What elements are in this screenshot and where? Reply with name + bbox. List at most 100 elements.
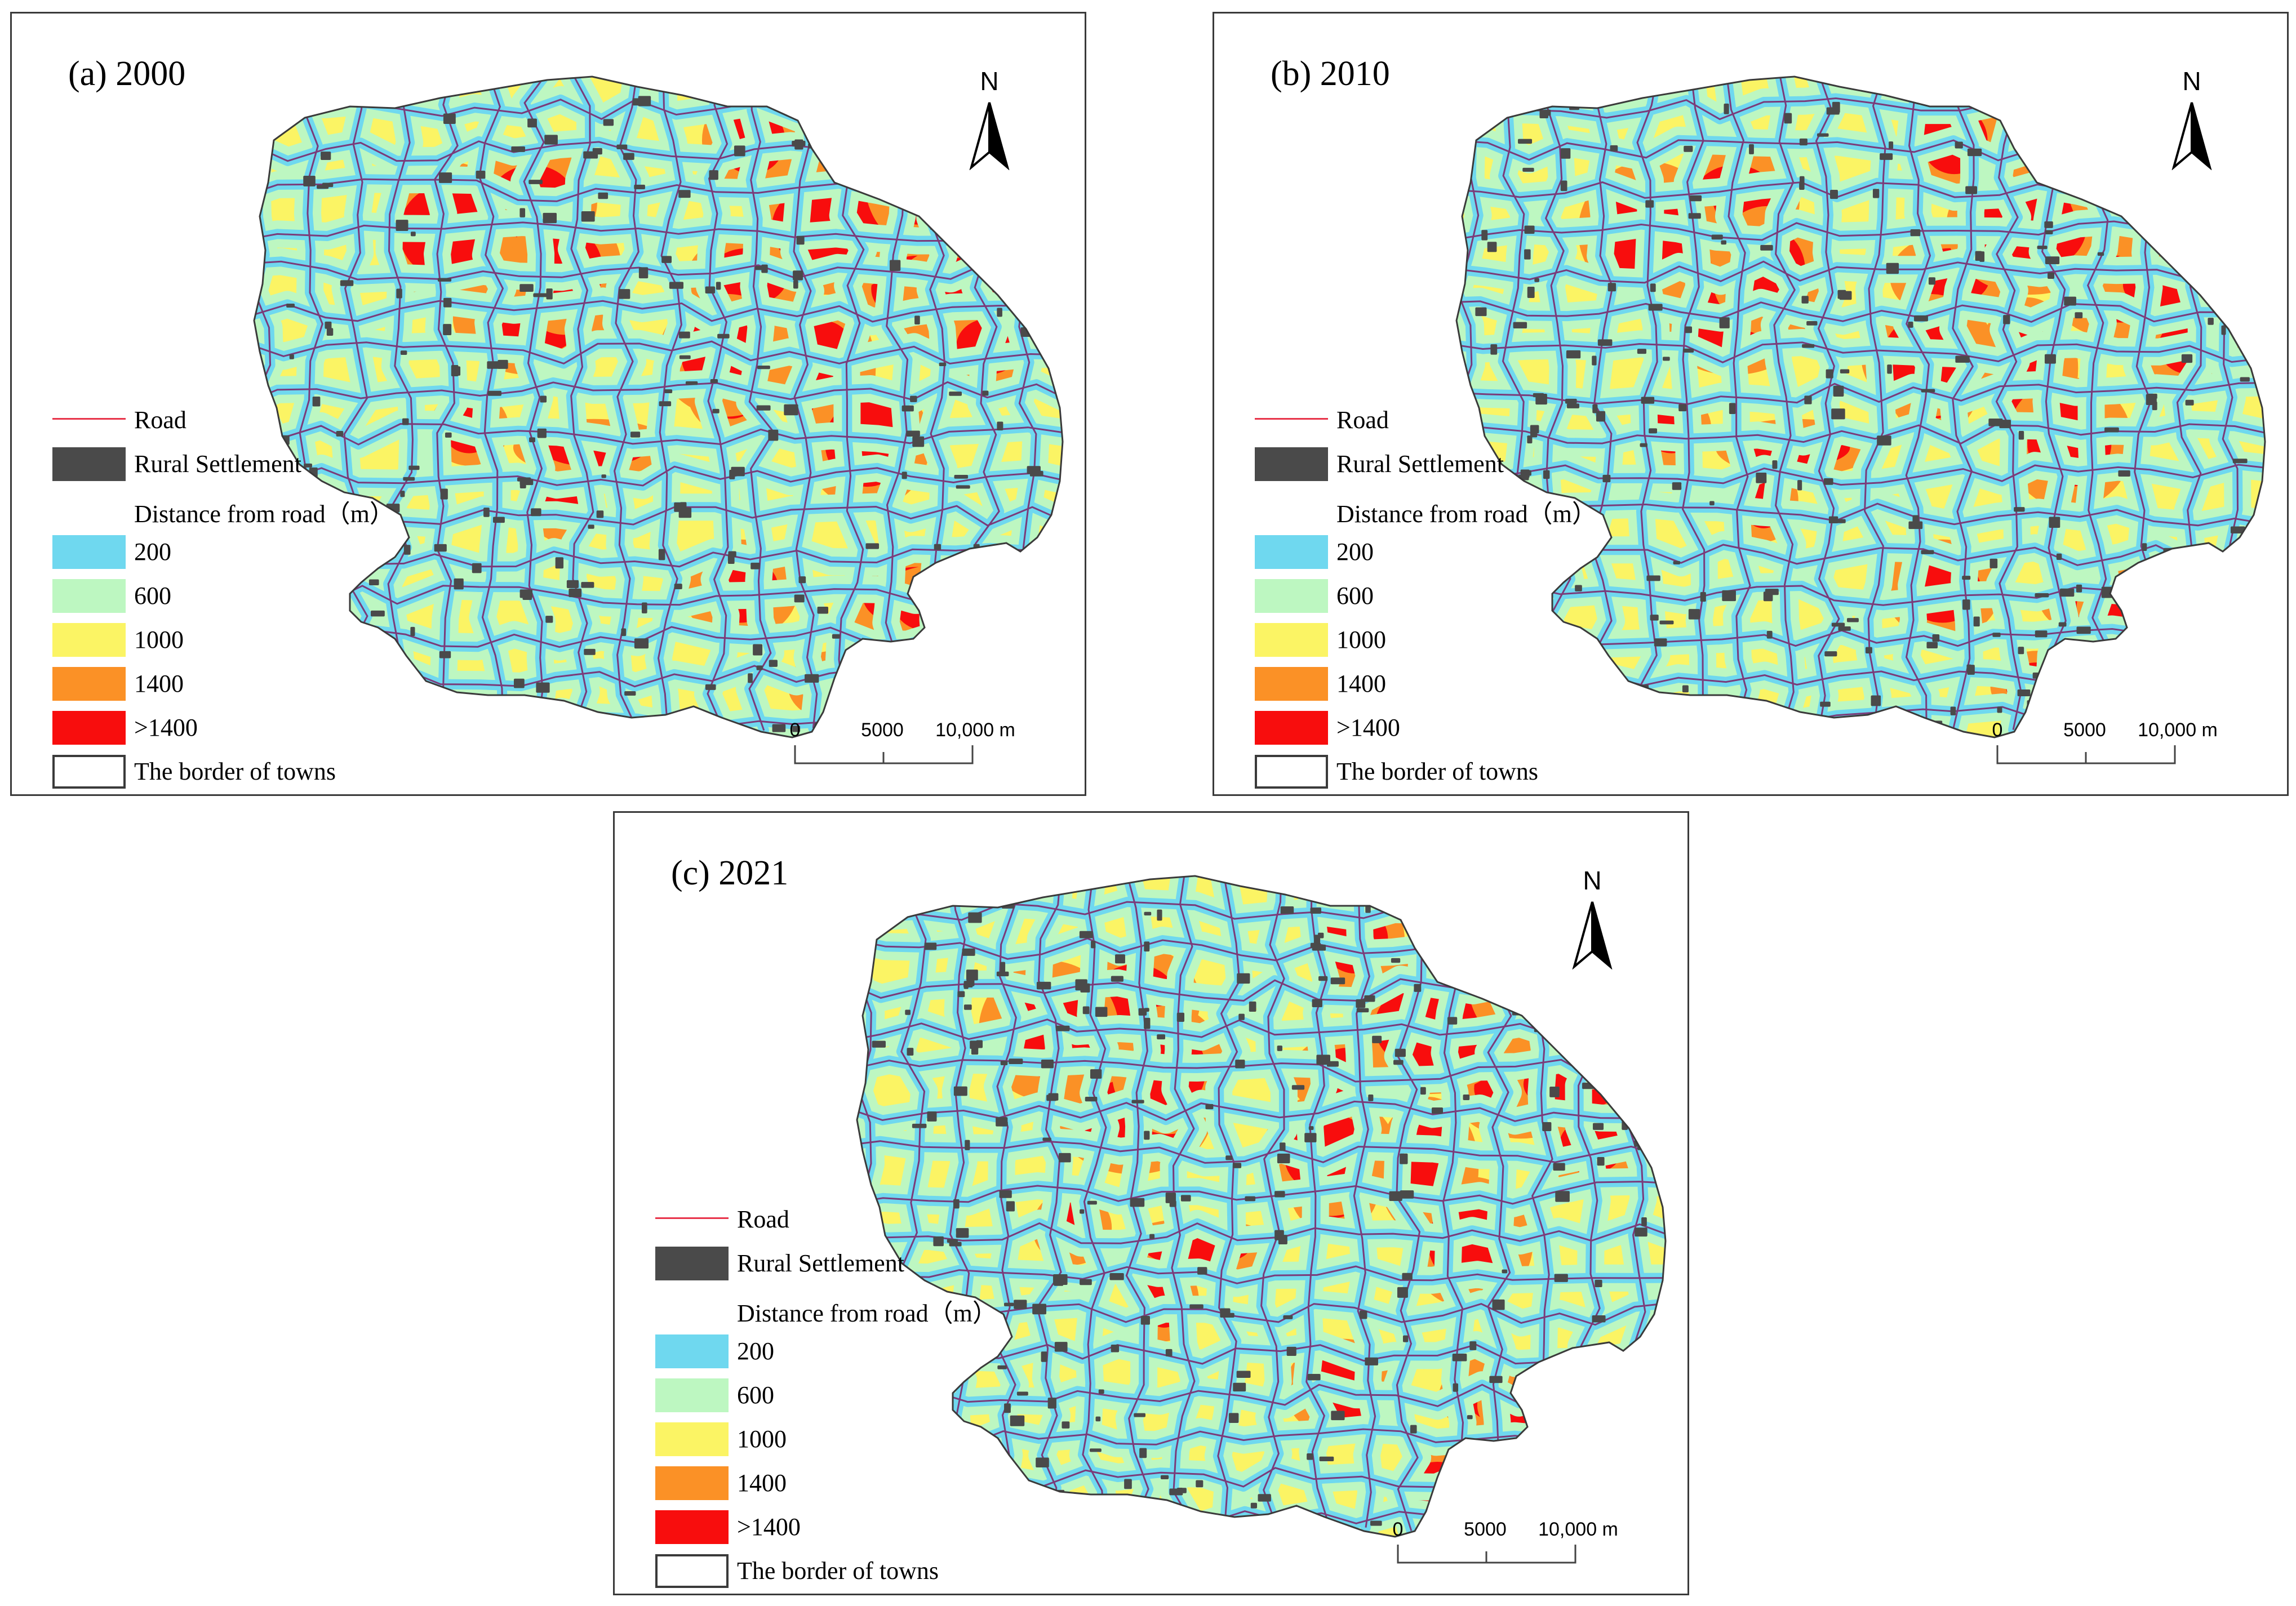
settlement-patch — [569, 588, 582, 598]
legend-item: 1400 — [655, 1464, 1050, 1500]
settlement-patch — [529, 437, 535, 443]
settlement-patch — [982, 390, 989, 396]
settlement-patch — [1508, 61, 1514, 66]
settlement-patch — [793, 280, 798, 289]
settlement-patch — [1914, 315, 1928, 322]
settlement-patch — [1124, 1479, 1132, 1489]
settlement-patch — [1760, 244, 1773, 251]
settlement-patch — [1196, 1480, 1203, 1488]
settlement-patch — [1566, 350, 1581, 359]
settlement-patch — [1277, 1153, 1290, 1164]
settlement-patch — [1062, 702, 1063, 709]
settlement-patch — [1283, 1315, 1293, 1319]
settlement-patch — [1365, 1357, 1378, 1365]
settlement-patch — [679, 355, 691, 359]
settlement-patch — [1034, 304, 1049, 315]
legend-swatch — [655, 1378, 729, 1412]
settlement-patch — [794, 139, 803, 150]
legend-label: The border of towns — [134, 758, 336, 785]
settlement-patch — [410, 626, 415, 637]
settlement-patch — [1648, 304, 1663, 311]
settlement-patch — [889, 665, 899, 673]
distance-map — [253, 60, 1064, 739]
settlement-patch — [2101, 586, 2116, 598]
settlement-patch — [634, 638, 649, 649]
settlement-patch — [2058, 622, 2067, 627]
settlement-patch — [476, 170, 486, 179]
settlement-patch — [1772, 460, 1778, 469]
settlement-patch — [2281, 308, 2287, 312]
settlement-patch — [857, 940, 862, 944]
settlement-patch — [1910, 229, 1921, 237]
settlement-patch — [1631, 1383, 1644, 1389]
settlement-patch — [1833, 385, 1844, 397]
settlement-patch — [2132, 112, 2140, 120]
settlement-patch — [840, 60, 849, 69]
legend-label: Road — [1336, 406, 1389, 434]
settlement-patch — [2273, 366, 2279, 372]
settlement-patch — [544, 135, 558, 145]
settlement-patch — [900, 172, 906, 180]
settlement-patch — [2037, 246, 2048, 250]
road-line — [1456, 381, 2265, 406]
settlement-patch — [1967, 148, 1982, 157]
settlement-patch — [2104, 112, 2114, 117]
settlement-patch — [1431, 1107, 1444, 1114]
settlement-patch — [1180, 1195, 1191, 1202]
town-border — [856, 875, 1667, 1538]
settlement-patch — [1515, 77, 1521, 82]
settlement-patch — [522, 593, 532, 600]
settlement-patch — [1593, 1123, 1604, 1130]
settlement-patch — [1250, 1502, 1258, 1509]
road-line — [1952, 77, 1975, 730]
settlement-patch — [793, 270, 803, 281]
settlement-patch — [400, 350, 407, 355]
settlement-patch — [922, 607, 930, 615]
settlement-patch — [807, 63, 814, 66]
legend-swatch — [655, 1554, 729, 1588]
settlement-patch — [1702, 700, 1716, 712]
settlement-patch — [1551, 871, 1562, 874]
settlement-patch — [771, 431, 777, 437]
settlement-patch — [1400, 1190, 1414, 1199]
settlement-patch — [1804, 395, 1812, 404]
settlement-patch — [1921, 550, 1934, 554]
settlement-patch — [1524, 225, 1535, 234]
settlement-patch — [2128, 107, 2137, 112]
legend-item: Distance from road（m） — [52, 489, 447, 528]
settlement-patch — [904, 186, 911, 197]
settlement-patch — [1090, 1069, 1102, 1079]
legend-label: 1400 — [134, 670, 184, 697]
settlement-patch — [1555, 1191, 1570, 1202]
settlement-patch — [1359, 1310, 1367, 1319]
settlement-patch — [832, 634, 840, 639]
settlement-patch — [907, 1048, 914, 1056]
settlement-patch — [1492, 1299, 1505, 1310]
settlement-patch — [1886, 263, 1899, 274]
settlement-patch — [1000, 1061, 1008, 1066]
settlement-patch — [2272, 180, 2282, 185]
settlement-patch — [1198, 1527, 1213, 1537]
settlement-patch — [366, 70, 380, 76]
settlement-patch — [1237, 973, 1250, 984]
settlement-patch — [1624, 1427, 1630, 1439]
settlement-patch — [979, 202, 994, 211]
settlement-patch — [2202, 246, 2217, 253]
settlement-patch — [1846, 618, 1859, 622]
settlement-patch — [1912, 61, 1921, 66]
settlement-patch — [1037, 649, 1051, 659]
road-line — [1681, 77, 1706, 727]
settlement-patch — [1157, 909, 1162, 921]
settlement-patch — [1205, 1104, 1214, 1110]
settlement-patch — [403, 545, 411, 555]
settlement-patch — [274, 437, 282, 444]
settlement-patch — [1134, 1413, 1145, 1417]
settlement-patch — [1140, 1316, 1150, 1325]
settlement-patch — [641, 602, 647, 613]
settlement-patch — [658, 549, 665, 560]
settlement-patch — [2240, 377, 2250, 382]
settlement-patch — [618, 289, 630, 299]
legend-item: Road — [655, 1200, 1050, 1234]
settlement-patch — [1586, 1405, 1593, 1414]
road-line — [857, 1058, 1666, 1083]
